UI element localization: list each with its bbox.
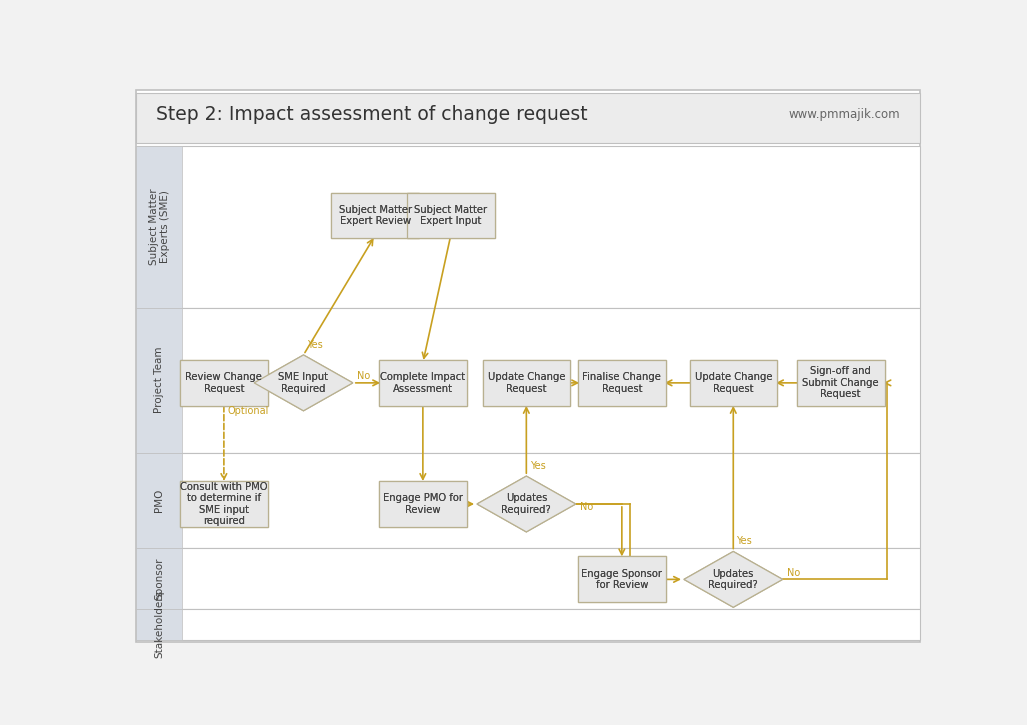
Text: Subject Matter
Expert Review: Subject Matter Expert Review [339,204,412,226]
Text: SME Input
Required: SME Input Required [278,372,329,394]
FancyBboxPatch shape [137,146,920,307]
Text: Review Change
Request: Review Change Request [186,372,262,394]
Text: Stakeholders: Stakeholders [154,590,164,658]
FancyBboxPatch shape [379,481,466,527]
Text: Engage Sponsor
for Review: Engage Sponsor for Review [581,568,662,590]
Text: Yes: Yes [307,340,322,350]
Text: No: No [356,371,370,381]
Text: Review Change
Request: Review Change Request [186,372,262,394]
FancyBboxPatch shape [332,193,419,239]
Text: www.pmmajik.com: www.pmmajik.com [789,109,901,121]
Text: Finalise Change
Request: Finalise Change Request [582,372,661,394]
Text: Yes: Yes [530,461,545,471]
FancyBboxPatch shape [137,452,920,547]
Text: Project Team: Project Team [154,347,164,413]
FancyBboxPatch shape [689,360,777,406]
Text: Subject Matter
Experts (SME): Subject Matter Experts (SME) [149,188,170,265]
Text: Step 2: Impact assessment of change request: Step 2: Impact assessment of change requ… [156,105,587,125]
Text: Sign-off and
Submit Change
Request: Sign-off and Submit Change Request [802,366,879,399]
Polygon shape [684,552,783,608]
Text: No: No [787,568,800,578]
FancyBboxPatch shape [379,360,466,406]
Polygon shape [254,355,353,411]
FancyBboxPatch shape [379,481,466,527]
Text: Engage PMO for
Review: Engage PMO for Review [383,493,463,515]
Text: Complete Impact
Assessment: Complete Impact Assessment [380,372,465,394]
Text: Update Change
Request: Update Change Request [488,372,565,394]
FancyBboxPatch shape [137,146,183,307]
FancyBboxPatch shape [137,307,183,452]
FancyBboxPatch shape [180,360,268,406]
FancyBboxPatch shape [180,481,268,527]
FancyBboxPatch shape [689,360,777,406]
Text: Yes: Yes [736,536,752,547]
FancyBboxPatch shape [379,360,466,406]
FancyBboxPatch shape [137,547,920,609]
Text: Update Change
Request: Update Change Request [694,372,772,394]
Text: Engage Sponsor
for Review: Engage Sponsor for Review [581,568,662,590]
FancyBboxPatch shape [137,93,920,143]
Polygon shape [684,552,783,608]
Text: SME Input
Required: SME Input Required [278,372,329,394]
FancyBboxPatch shape [407,193,495,239]
FancyBboxPatch shape [797,360,884,406]
FancyBboxPatch shape [578,360,665,406]
FancyBboxPatch shape [797,360,884,406]
Polygon shape [477,476,576,532]
Text: Finalise Change
Request: Finalise Change Request [582,372,661,394]
Text: Subject Matter
Expert Input: Subject Matter Expert Input [414,204,487,226]
FancyBboxPatch shape [332,193,419,239]
FancyBboxPatch shape [578,557,665,602]
Text: Sponsor: Sponsor [154,557,164,600]
FancyBboxPatch shape [483,360,570,406]
Text: Updates
Required?: Updates Required? [501,493,551,515]
Text: Optional: Optional [228,406,269,416]
FancyBboxPatch shape [137,90,920,642]
Text: No: No [579,502,593,512]
Text: Subject Matter
Expert Review: Subject Matter Expert Review [339,204,412,226]
FancyBboxPatch shape [180,481,268,527]
Text: Updates
Required?: Updates Required? [709,568,758,590]
FancyBboxPatch shape [137,609,183,639]
FancyBboxPatch shape [578,557,665,602]
FancyBboxPatch shape [137,547,183,609]
Text: Update Change
Request: Update Change Request [488,372,565,394]
Text: Complete Impact
Assessment: Complete Impact Assessment [380,372,465,394]
Text: Update Change
Request: Update Change Request [694,372,772,394]
Text: Consult with PMO
to determine if
SME input
required: Consult with PMO to determine if SME inp… [180,481,268,526]
FancyBboxPatch shape [180,360,268,406]
Text: Updates
Required?: Updates Required? [501,493,551,515]
FancyBboxPatch shape [483,360,570,406]
Polygon shape [254,355,353,411]
FancyBboxPatch shape [137,307,920,452]
Text: Updates
Required?: Updates Required? [709,568,758,590]
Text: Subject Matter
Expert Input: Subject Matter Expert Input [414,204,487,226]
Text: Consult with PMO
to determine if
SME input
required: Consult with PMO to determine if SME inp… [180,481,268,526]
Polygon shape [477,476,576,532]
FancyBboxPatch shape [578,360,665,406]
Text: PMO: PMO [154,489,164,512]
Text: Engage PMO for
Review: Engage PMO for Review [383,493,463,515]
FancyBboxPatch shape [407,193,495,239]
FancyBboxPatch shape [137,452,183,547]
Text: Sign-off and
Submit Change
Request: Sign-off and Submit Change Request [802,366,879,399]
FancyBboxPatch shape [137,609,920,639]
